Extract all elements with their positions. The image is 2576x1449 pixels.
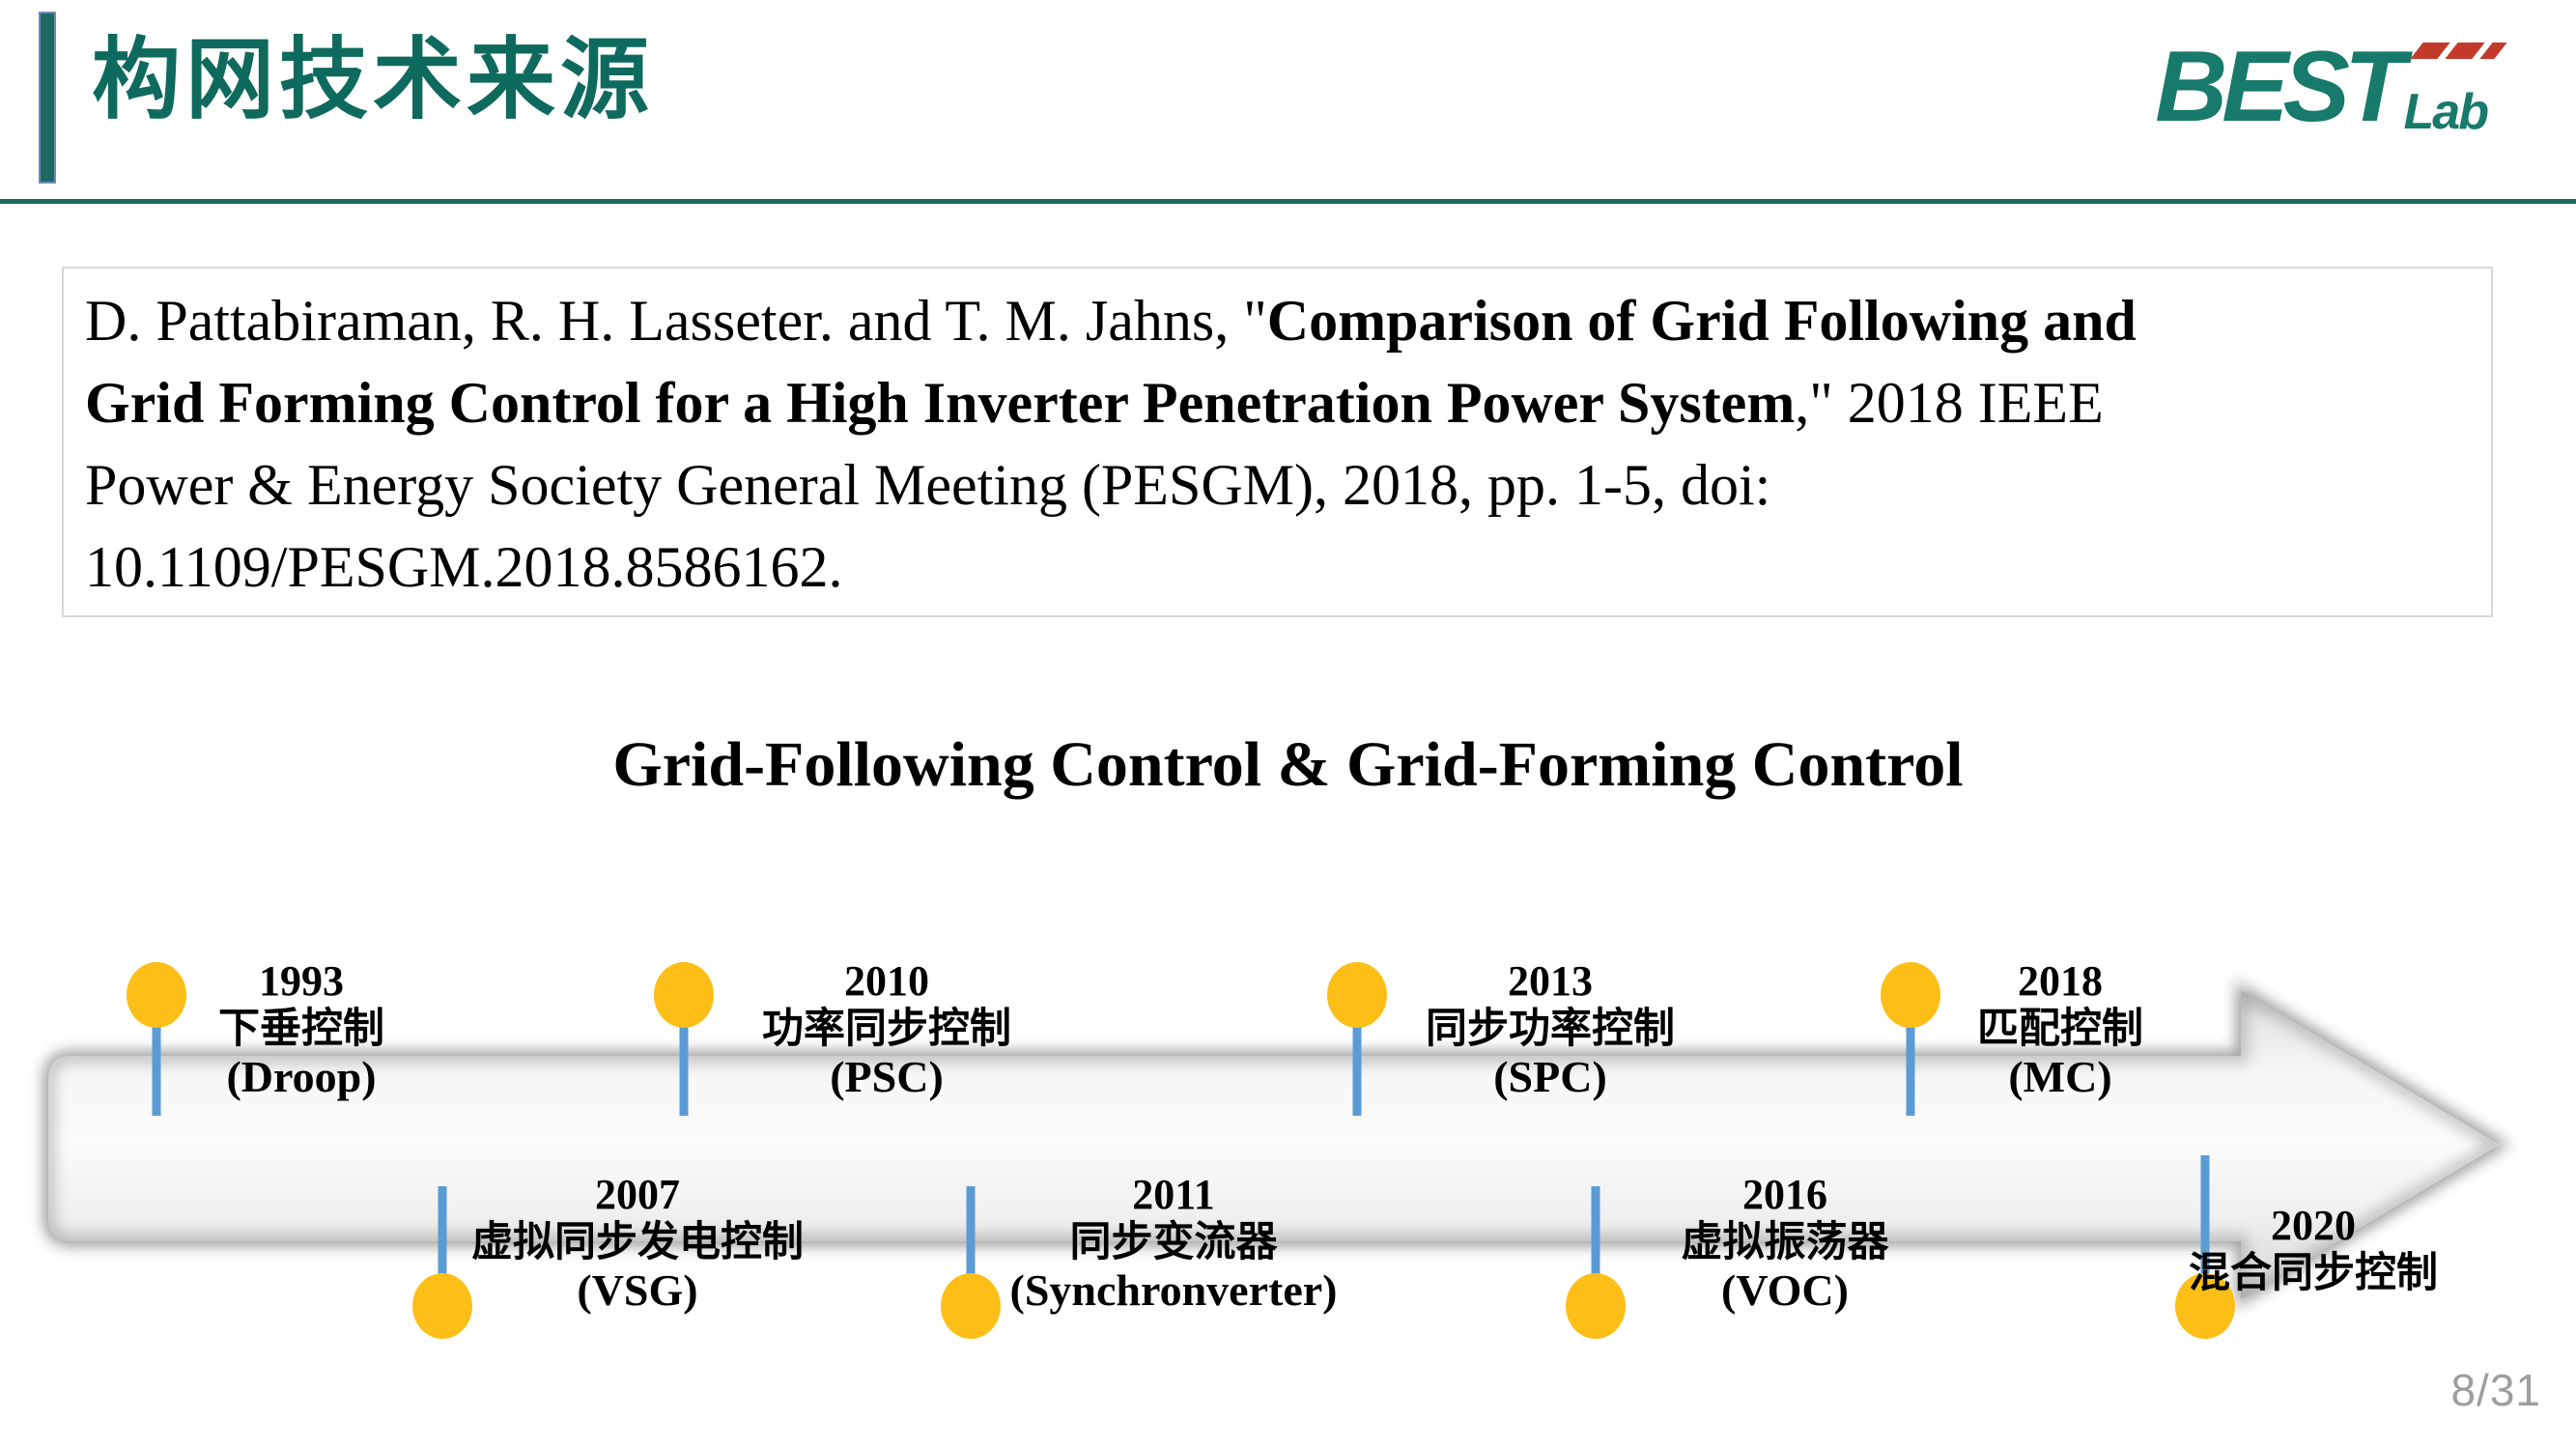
timeline-marker — [1327, 962, 1387, 1028]
event-year: 2007 — [595, 1171, 680, 1218]
timeline-event-2007: 2007 虚拟同步发电控制 (VSG) — [471, 1173, 804, 1314]
event-name-zh: 虚拟振荡器 — [1681, 1219, 1889, 1265]
timeline-arrow — [48, 990, 2500, 1299]
citation-text-segment: D. Pattabiraman, R. H. Lasseter. and T. … — [85, 289, 1267, 353]
event-year: 2018 — [2018, 957, 2103, 1005]
event-abbr: (VOC) — [1721, 1265, 1849, 1315]
timeline-arrow-edge — [42, 978, 2513, 1312]
event-name-zh: 下垂控制 — [218, 1006, 384, 1052]
citation-line: Power & Energy Society General Meeting (… — [85, 444, 2472, 526]
bestlab-logo: BEST Lab — [2155, 31, 2507, 143]
page-number: 8/31 — [2450, 1365, 2541, 1415]
event-year: 2011 — [1132, 1171, 1215, 1218]
timeline-event-2020: 2020 混合同步控制 — [2189, 1204, 2438, 1298]
timeline-marker — [1566, 1273, 1626, 1339]
logo-sub-wrap: Lab — [2403, 43, 2507, 140]
event-year: 2016 — [1742, 1171, 1827, 1218]
citation-text: D. Pattabiraman, R. H. Lasseter. and T. … — [85, 280, 2472, 609]
citation-text-segment: ," 2018 IEEE — [1795, 371, 2104, 435]
event-year: 2020 — [2271, 1202, 2356, 1249]
logo-lab-text: Lab — [2403, 84, 2489, 140]
event-year: 1993 — [259, 957, 344, 1005]
citation-line: 10.1109/PESGM.2018.8586162. — [85, 526, 2472, 609]
section-heading: Grid-Following Control & Grid-Forming Co… — [612, 729, 1964, 800]
citation-text-segment: 10.1109/PESGM.2018.8586162. — [85, 535, 843, 599]
event-name-zh: 虚拟同步发电控制 — [471, 1219, 804, 1265]
event-year: 2010 — [844, 957, 929, 1005]
timeline-event-2010: 2010 功率同步控制 (PSC) — [762, 959, 1011, 1100]
event-name-zh: 混合同步控制 — [2189, 1250, 2438, 1296]
event-abbr: (MC) — [2008, 1052, 2112, 1101]
event-name-zh: 同步功率控制 — [1426, 1006, 1675, 1052]
event-abbr: (SPC) — [1493, 1052, 1607, 1101]
event-abbr: (VSG) — [577, 1265, 698, 1315]
event-name-zh: 匹配控制 — [1977, 1006, 2143, 1052]
citation-text-segment: Power & Energy Society General Meeting (… — [85, 453, 1771, 517]
timeline-event-2013: 2013 同步功率控制 (SPC) — [1426, 959, 1675, 1100]
page-title: 构网技术来源 — [92, 31, 655, 129]
event-name-zh: 功率同步控制 — [762, 1006, 1011, 1052]
citation-bold-text: Grid Forming Control for a High Inverter… — [85, 371, 1796, 435]
citation-box: D. Pattabiraman, R. H. Lasseter. and T. … — [62, 267, 2493, 617]
timeline-event-2011: 2011 同步变流器 (Synchronverter) — [1010, 1173, 1338, 1314]
event-abbr: (PSC) — [830, 1052, 944, 1101]
timeline-marker — [941, 1273, 1001, 1339]
timeline-event-2016: 2016 虚拟振荡器 (VOC) — [1682, 1173, 1889, 1314]
citation-bold-text: Comparison of Grid Following and — [1266, 289, 2137, 353]
title-accent-bar — [39, 12, 56, 184]
logo-best-text: BEST — [2155, 31, 2405, 143]
citation-line: D. Pattabiraman, R. H. Lasseter. and T. … — [85, 280, 2472, 362]
header-divider — [0, 199, 2576, 204]
timeline-marker — [2175, 1273, 2235, 1339]
event-name-zh: 同步变流器 — [1069, 1219, 1278, 1265]
event-abbr: (Synchronverter) — [1009, 1265, 1338, 1315]
timeline-event-2018: 2018 匹配控制 (MC) — [1977, 959, 2143, 1100]
timeline-marker — [1881, 962, 1940, 1028]
event-abbr: (Droop) — [226, 1052, 377, 1101]
timeline-marker — [127, 962, 186, 1028]
timeline-marker — [654, 962, 714, 1028]
event-year: 2013 — [1508, 957, 1593, 1005]
citation-line: Grid Forming Control for a High Inverter… — [85, 362, 2472, 444]
timeline-event-1993: 1993 下垂控制 (Droop) — [218, 959, 384, 1100]
timeline-marker — [412, 1273, 472, 1339]
